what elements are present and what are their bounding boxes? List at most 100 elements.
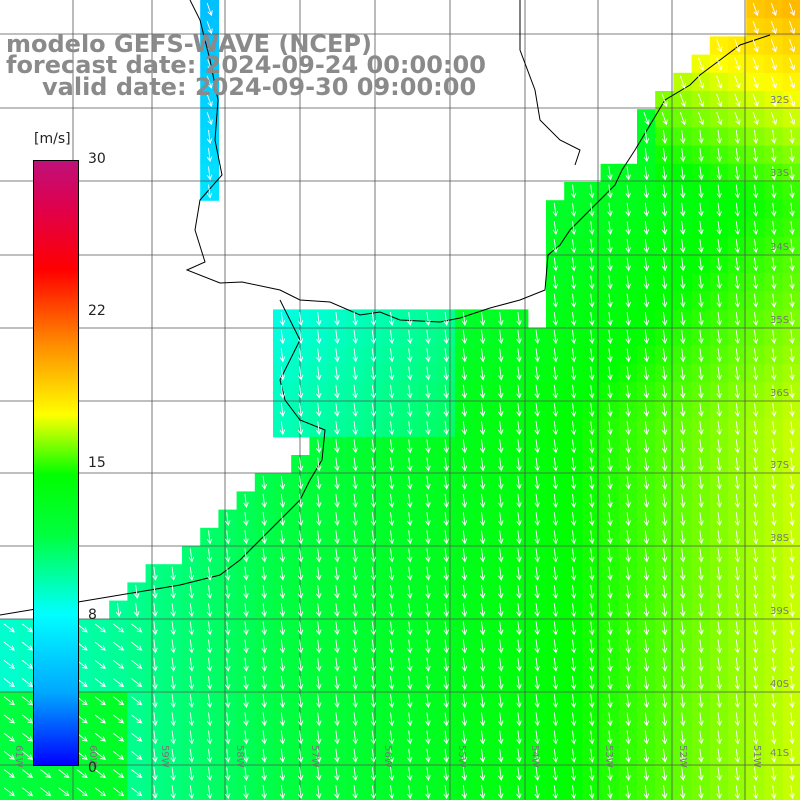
wind-arrow (407, 475, 413, 490)
wind-arrow (661, 402, 668, 417)
wind-arrow (297, 384, 304, 399)
wind-arrow (461, 439, 468, 454)
wind-arrow (698, 603, 704, 618)
wind-arrow (552, 202, 559, 217)
wind-arrow (388, 330, 395, 345)
wind-arrow (552, 275, 559, 290)
wind-arrow (552, 639, 559, 654)
wind-arrow (261, 584, 267, 599)
wind-arrow (516, 712, 522, 727)
wind-arrow (734, 475, 741, 490)
wind-arrow (498, 657, 504, 672)
wind-arrow (443, 694, 449, 709)
wind-arrow (206, 712, 213, 727)
wind-arrow (279, 402, 286, 417)
wind-arrow (425, 548, 431, 563)
wind-arrow (771, 639, 777, 654)
wind-arrow (716, 129, 722, 144)
wind-arrow (789, 93, 796, 108)
wind-arrow (352, 548, 358, 563)
wind-arrow (206, 112, 213, 126)
wind-arrow (716, 202, 722, 217)
wind-arrow (534, 475, 540, 490)
wind-arrow (625, 457, 631, 472)
wind-arrow (680, 457, 686, 472)
longitude-label: 59W (159, 745, 170, 768)
wind-arrow (334, 366, 340, 381)
wind-arrow (388, 766, 395, 781)
wind-arrow (479, 439, 486, 454)
wind-arrow (661, 148, 668, 163)
wind-arrow (279, 330, 286, 345)
wind-arrow (552, 384, 559, 399)
wind-arrow (734, 75, 741, 89)
wind-arrow (789, 384, 795, 399)
wind-arrow (570, 621, 577, 636)
wind-arrow (297, 657, 304, 672)
wind-arrow (425, 603, 431, 618)
wind-arrow (279, 639, 286, 654)
wind-arrow (661, 712, 668, 727)
wind-arrow (206, 675, 213, 690)
wind-arrow (225, 748, 231, 763)
wind-arrow (607, 239, 613, 254)
wind-arrow (407, 493, 413, 508)
wind-arrow (516, 330, 522, 345)
wind-arrow (3, 750, 15, 760)
wind-arrow (3, 732, 15, 742)
wind-arrow (407, 712, 413, 727)
wind-arrow (625, 621, 631, 636)
wind-arrow (498, 512, 504, 527)
wind-arrow (370, 311, 377, 326)
wind-arrow (734, 730, 741, 745)
wind-arrow (243, 712, 249, 727)
wind-arrow (680, 694, 686, 709)
wind-arrow (94, 769, 106, 779)
wind-arrow (316, 785, 322, 800)
colorbar-tick-0: 0 (88, 760, 97, 776)
wind-arrow (334, 439, 340, 454)
wind-arrow (589, 584, 595, 599)
wind-arrow (516, 694, 522, 709)
wind-arrow (789, 457, 795, 472)
wind-arrow (388, 730, 395, 745)
wind-arrow (516, 439, 522, 454)
wind-arrow (661, 366, 668, 381)
wind-arrow (698, 330, 704, 345)
wind-arrow (334, 694, 340, 709)
wind-arrow (752, 366, 759, 381)
wind-arrow (643, 330, 650, 345)
wind-arrow (698, 148, 704, 163)
wind-arrow (643, 712, 650, 727)
wind-arrow (170, 730, 176, 745)
wind-arrow (206, 785, 213, 800)
wind-arrow (734, 584, 741, 599)
wind-arrow (425, 566, 431, 581)
wind-arrow (661, 748, 668, 763)
wind-arrow (407, 439, 413, 454)
longitude-label: 57W (309, 745, 320, 768)
wind-arrow (94, 678, 106, 688)
wind-arrow (734, 439, 741, 454)
wind-arrow (152, 584, 158, 599)
wind-arrow (734, 348, 741, 363)
wind-arrow (552, 730, 559, 745)
wind-arrow (789, 530, 795, 545)
wind-arrow (698, 493, 704, 508)
wind-arrow (188, 566, 195, 581)
wind-arrow (112, 732, 125, 742)
wind-arrow (206, 21, 213, 35)
wind-arrow (316, 475, 322, 490)
wind-arrow (243, 639, 249, 654)
wind-arrow (698, 93, 705, 108)
wind-arrow (370, 694, 377, 709)
wind-arrow (752, 603, 759, 618)
wind-arrow (407, 603, 413, 618)
wind-arrow (734, 493, 741, 508)
wind-arrow (698, 166, 704, 181)
wind-arrow (370, 548, 377, 563)
wind-arrow (534, 748, 540, 763)
wind-arrow (552, 239, 559, 254)
wind-arrow (789, 675, 795, 690)
wind-arrow (188, 766, 195, 781)
